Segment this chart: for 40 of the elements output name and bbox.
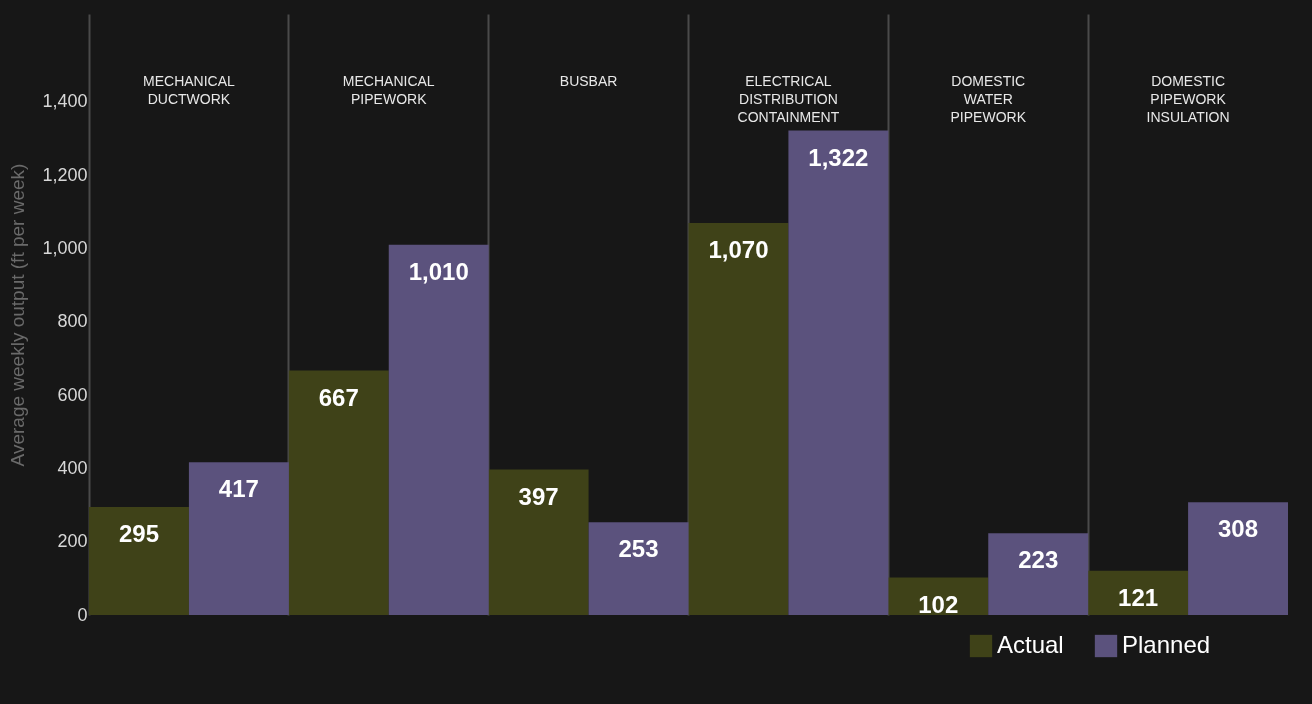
bar (288, 370, 389, 615)
bar (488, 469, 589, 615)
y-tick-label: 600 (57, 384, 88, 405)
x-tick-label: MECHANICAL DUCTWORK (143, 72, 236, 107)
data-label: 121 (1118, 583, 1159, 611)
data-label: 417 (218, 475, 259, 503)
bar (188, 462, 289, 615)
data-label: 308 (1218, 515, 1259, 543)
x-tick-label: DOMESTIC WATER PIPEWORK (950, 72, 1027, 125)
data-label: 1,010 (408, 257, 469, 285)
legend-label: Actual (997, 631, 1064, 658)
bar (688, 222, 789, 615)
y-tick-label: 800 (57, 311, 88, 332)
bar (588, 522, 689, 615)
y-tick-label: 400 (57, 457, 88, 478)
x-tick-label: MECHANICAL PIPEWORK (342, 72, 435, 107)
y-tick-label: 0 (77, 604, 88, 625)
x-tick-label: DOMESTIC PIPEWORK INSULATION (1146, 72, 1230, 125)
x-tick-label: BUSBAR (559, 72, 618, 89)
bar (788, 130, 889, 615)
data-label: 397 (518, 482, 559, 510)
y-tick-label: 1,200 (42, 164, 88, 185)
bar (1188, 502, 1288, 615)
y-tick-label: 1,000 (42, 238, 88, 259)
x-tick-label: ELECTRICAL DISTRIBUTION CONTAINMENT (737, 72, 840, 125)
y-axis-title: Average weekly output (ft per week) (7, 163, 29, 467)
data-label: 295 (118, 519, 159, 547)
data-label: 667 (318, 383, 359, 411)
bar (988, 533, 1089, 615)
data-label: 102 (918, 590, 959, 618)
bar (388, 244, 489, 615)
bar (1088, 570, 1189, 615)
legend-label: Planned (1122, 631, 1211, 658)
data-label: 1,070 (708, 235, 769, 263)
data-label: 223 (1018, 546, 1059, 574)
y-tick-label: 200 (57, 531, 88, 552)
data-label: 253 (618, 535, 659, 563)
y-tick-label: 1,400 (42, 91, 88, 112)
bar (89, 506, 189, 615)
data-label: 1,322 (808, 143, 869, 171)
